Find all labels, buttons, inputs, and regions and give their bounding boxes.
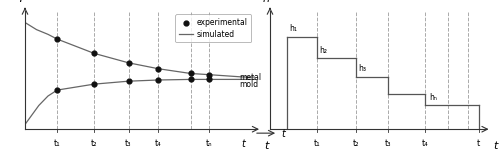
Text: t₄: t₄ <box>422 139 428 148</box>
Text: t: t <box>281 129 285 139</box>
Point <box>205 73 213 76</box>
Text: t: t <box>477 139 480 148</box>
Point <box>90 52 98 55</box>
Point <box>124 62 132 64</box>
Text: hₙ: hₙ <box>429 93 437 102</box>
Text: t: t <box>242 139 246 149</box>
Text: t₁: t₁ <box>314 139 320 148</box>
Point <box>186 78 194 81</box>
Text: h: h <box>262 0 269 3</box>
Text: mold: mold <box>239 80 258 89</box>
Legend: experimental, simulated: experimental, simulated <box>175 14 251 42</box>
Text: t₂: t₂ <box>91 139 97 148</box>
Text: t₄: t₄ <box>155 139 162 148</box>
Text: t₃: t₃ <box>385 139 392 148</box>
Text: tₙ: tₙ <box>206 139 212 148</box>
Point <box>186 72 194 75</box>
Text: t₁: t₁ <box>54 139 60 148</box>
Text: T: T <box>17 0 24 3</box>
Text: h₂: h₂ <box>320 45 328 55</box>
Point <box>53 89 61 91</box>
Point <box>124 80 132 82</box>
Point <box>205 78 213 81</box>
Text: t: t <box>494 141 498 151</box>
Text: h₃: h₃ <box>358 64 366 73</box>
Point <box>53 38 61 40</box>
Text: metal: metal <box>239 73 261 81</box>
Text: t₂: t₂ <box>353 139 359 148</box>
Text: h₁: h₁ <box>290 24 297 33</box>
Point <box>154 67 162 70</box>
Text: t₃: t₃ <box>125 139 132 148</box>
Point <box>154 79 162 81</box>
Point <box>90 83 98 85</box>
Text: t: t <box>264 141 268 151</box>
